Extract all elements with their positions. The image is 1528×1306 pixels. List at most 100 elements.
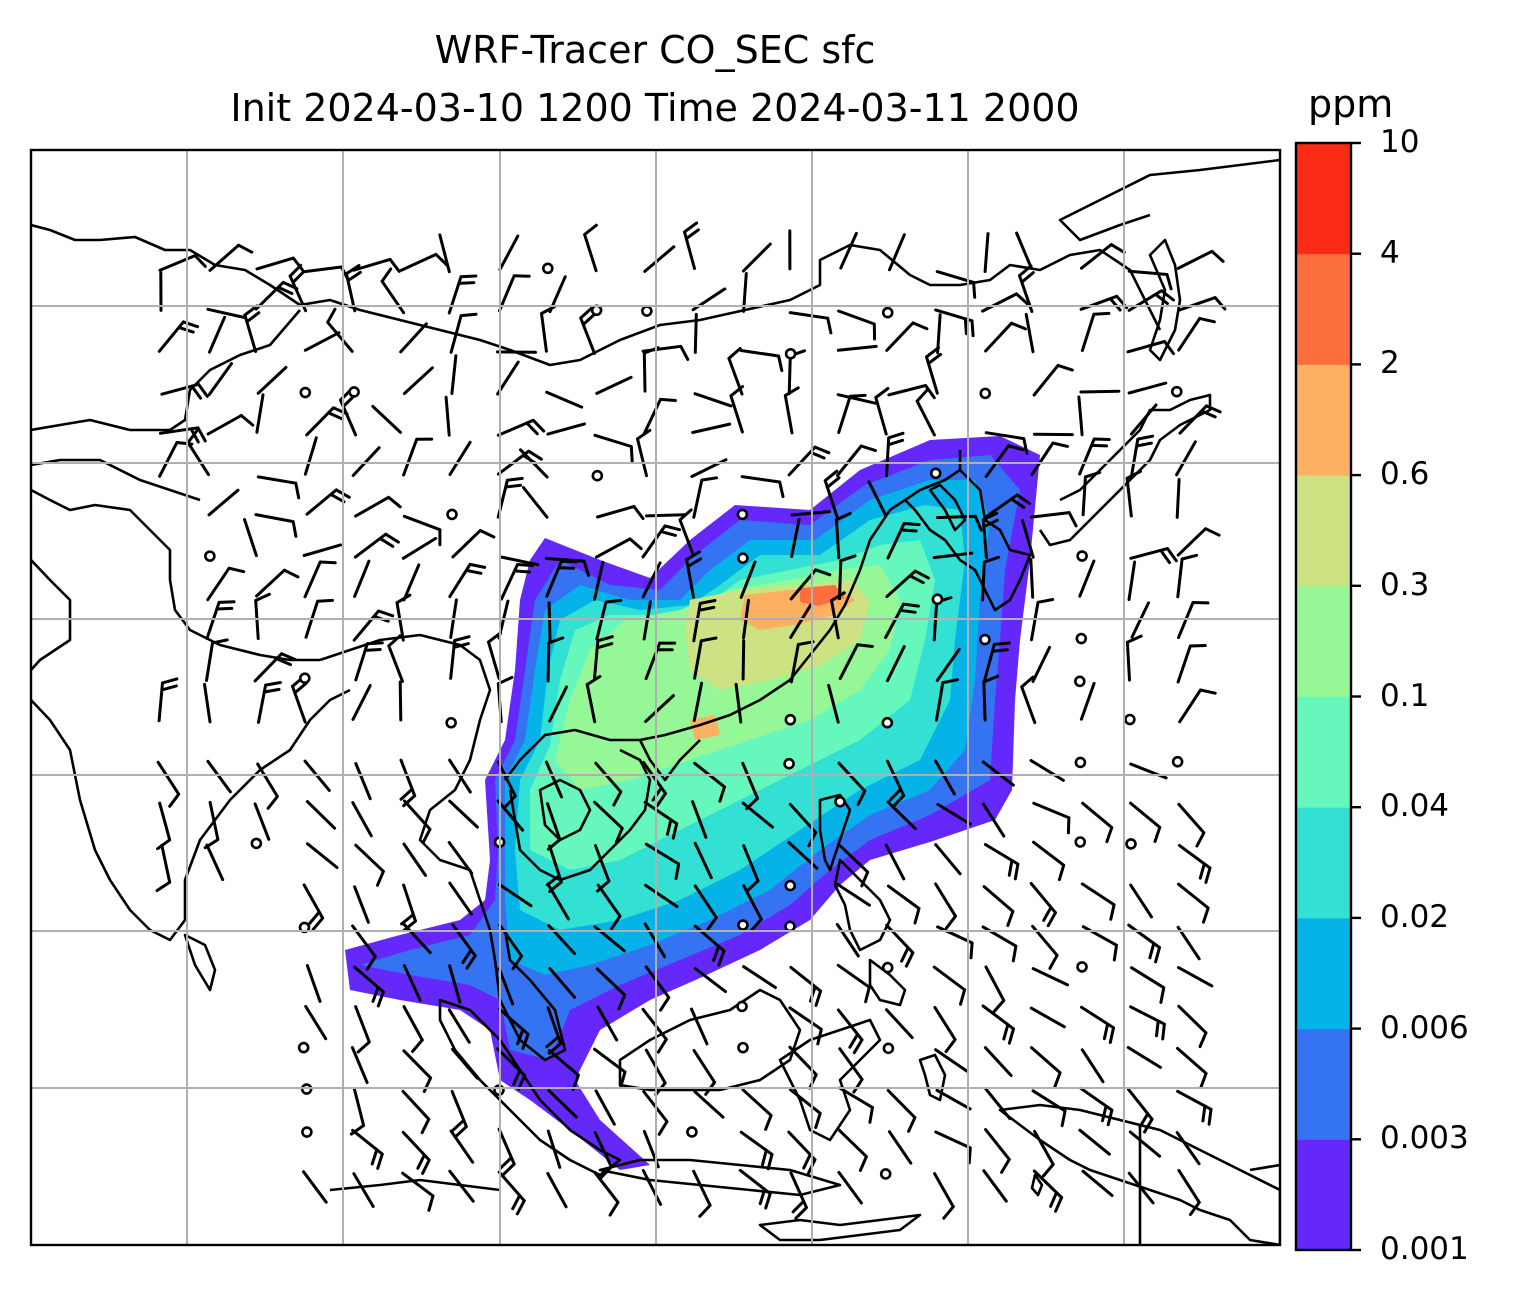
wind-barb <box>885 569 930 598</box>
wind-barb <box>497 1170 526 1216</box>
wind-barb <box>644 641 677 681</box>
wind-barb <box>915 388 936 437</box>
wind-barb <box>886 884 921 925</box>
wind-barb <box>1127 289 1175 312</box>
wind-barb <box>402 437 434 477</box>
wind-barb <box>1032 363 1074 397</box>
wind-barb <box>983 232 990 273</box>
calm-wind-marker <box>736 1000 748 1013</box>
wind-barb <box>402 964 422 1002</box>
chart-subtitle: Init 2024-03-10 1200 Time 2024-03-11 200… <box>230 86 1080 130</box>
wind-barb <box>742 844 760 893</box>
wind-barb <box>741 1088 773 1131</box>
wind-barb <box>1127 1087 1154 1134</box>
wind-barb <box>155 843 172 892</box>
wind-barb <box>496 799 525 832</box>
wind-barb <box>788 311 833 335</box>
wind-barb <box>496 476 524 519</box>
wind-barb <box>547 601 552 643</box>
wind-barb <box>157 677 179 723</box>
wind-barb <box>981 292 1030 313</box>
colorbar-tick-label: 0.1 <box>1380 677 1430 714</box>
wind-barb <box>448 562 487 599</box>
wind-barb <box>1129 801 1162 843</box>
wind-barb <box>207 488 240 517</box>
wind-barb <box>401 1171 435 1212</box>
wind-barb <box>729 385 745 434</box>
wind-barb <box>595 967 627 1011</box>
calm-wind-marker <box>784 713 797 726</box>
wind-barb <box>933 1172 955 1220</box>
wind-barb <box>451 529 496 559</box>
wind-barb <box>935 1088 972 1111</box>
wind-barb <box>643 245 676 273</box>
wind-barb <box>596 883 622 931</box>
wind-barb <box>402 514 442 547</box>
wind-barb <box>595 537 643 559</box>
wind-barb <box>692 681 704 722</box>
wind-barb <box>205 638 229 682</box>
colorbar-tick-label: 2 <box>1380 345 1400 382</box>
calm-wind-marker <box>1076 961 1088 973</box>
wind-barb <box>1078 437 1111 476</box>
wind-barb <box>208 243 254 272</box>
calm-wind-marker <box>542 262 554 275</box>
wind-barb <box>983 843 1020 881</box>
wind-barb <box>1175 477 1181 519</box>
wind-barb <box>1176 925 1201 961</box>
wind-barb <box>1078 1128 1111 1156</box>
wind-barb <box>837 309 877 341</box>
calm-wind-marker <box>882 1042 895 1055</box>
wind-barb <box>498 274 531 313</box>
wind-barb <box>596 1005 619 1042</box>
wind-barb <box>836 963 871 1004</box>
wind-barb <box>403 799 432 845</box>
calm-wind-marker <box>641 305 653 317</box>
calm-wind-marker <box>783 757 795 770</box>
wind-barb <box>1029 511 1078 528</box>
calm-wind-marker <box>737 919 749 931</box>
wind-barb <box>243 304 261 353</box>
wind-barb <box>1176 1046 1208 1089</box>
wind-barb <box>1177 1168 1201 1216</box>
wind-barb <box>886 759 906 808</box>
wind-barb <box>1127 1171 1155 1205</box>
calm-wind-marker <box>1073 675 1086 688</box>
wind-barb <box>691 422 732 434</box>
wind-barb <box>1126 340 1175 356</box>
wind-barb <box>734 682 743 724</box>
wind-barb <box>981 1004 1015 1045</box>
wind-barb <box>789 603 813 639</box>
colorbar-segment <box>1296 585 1351 697</box>
wind-barb <box>984 431 1029 455</box>
wind-barb <box>1127 381 1168 395</box>
wind-barb <box>255 256 304 272</box>
calm-wind-marker <box>446 508 458 521</box>
wind-barb <box>594 1089 616 1126</box>
wind-barb <box>302 883 325 932</box>
wind-barb <box>1176 644 1207 684</box>
wind-barb <box>885 431 905 478</box>
wind-barb <box>934 308 975 338</box>
wind-barb <box>206 414 255 436</box>
wind-barb <box>546 636 565 683</box>
wind-barb <box>1024 312 1035 354</box>
wind-barb <box>1129 547 1178 565</box>
wind-barb <box>1077 395 1084 437</box>
wind-barb <box>645 513 686 518</box>
wind-barb <box>1129 883 1153 919</box>
wind-barb <box>887 1130 913 1165</box>
calm-wind-marker <box>737 552 749 564</box>
calm-wind-marker <box>784 347 797 360</box>
wind-barb <box>1031 967 1070 987</box>
wind-barb <box>1029 1006 1066 1029</box>
calm-wind-marker <box>1074 836 1087 848</box>
wind-barb <box>1032 801 1071 835</box>
wind-barb <box>741 801 775 829</box>
wind-barb <box>595 598 623 641</box>
wind-barb <box>206 759 232 794</box>
wind-barb <box>205 843 225 882</box>
wind-barb <box>207 362 233 396</box>
wind-barb <box>644 842 681 881</box>
